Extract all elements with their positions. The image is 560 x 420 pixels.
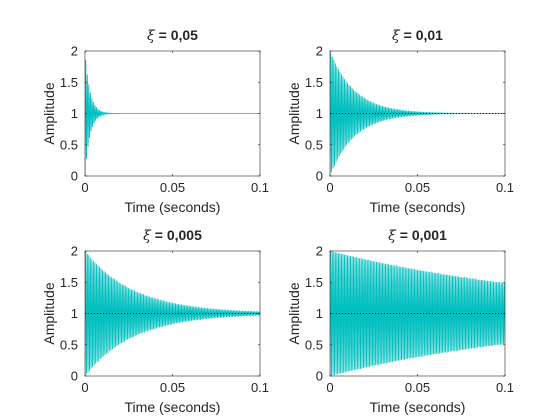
title-value: = 0,001 xyxy=(396,227,447,243)
x-tick-label: 0 xyxy=(326,380,333,395)
x-tick-label: 0 xyxy=(81,180,88,195)
x-tick-label: 0.1 xyxy=(496,180,514,195)
y-tick-label: 1.5 xyxy=(305,75,323,90)
xi-symbol: ξ xyxy=(392,28,401,44)
xi-symbol: ξ xyxy=(143,228,152,244)
y-tick-label: 0 xyxy=(316,369,323,384)
y-tick-label: 2 xyxy=(71,244,78,259)
x-tick-label: 0.05 xyxy=(405,180,430,195)
x-tick-label: 0.05 xyxy=(405,380,430,395)
y-axis-label: Amplitude xyxy=(41,282,57,344)
y-tick-label: 0 xyxy=(316,169,323,184)
title-value: = 0,005 xyxy=(151,227,202,243)
title-value: = 0,01 xyxy=(400,27,443,43)
y-tick-label: 0.5 xyxy=(305,337,323,352)
subplot-title: ξ = 0,01 xyxy=(392,27,443,44)
subplot-title: ξ = 0,005 xyxy=(143,227,202,244)
subplot-1: ξ = 0,05 0 0.05 0.1 0 0.5 1 1.5 2 Time (seconds) A… xyxy=(41,27,269,215)
x-tick-label: 0.1 xyxy=(251,380,269,395)
y-axis-label: Amplitude xyxy=(286,82,302,144)
x-tick-label: 0.05 xyxy=(160,380,185,395)
y-tick-label: 1 xyxy=(71,306,78,321)
x-axis-label: Time (seconds) xyxy=(370,399,466,415)
x-tick-label: 0 xyxy=(81,380,88,395)
y-tick-label: 2 xyxy=(316,244,323,259)
xi-symbol: ξ xyxy=(147,28,156,44)
response-series-line xyxy=(85,60,260,176)
x-axis-label: Time (seconds) xyxy=(125,399,221,415)
x-tick-label: 0 xyxy=(326,180,333,195)
x-tick-label: 0.05 xyxy=(160,180,185,195)
y-tick-label: 1.5 xyxy=(305,275,323,290)
x-axis-label: Time (seconds) xyxy=(370,199,466,215)
subplot-3: ξ = 0,005 0 0.05 0.1 0 0.5 1 1.5 2 Time (seconds)… xyxy=(41,227,269,415)
x-axis-label: Time (seconds) xyxy=(125,199,221,215)
y-tick-label: 1 xyxy=(316,106,323,121)
response-series-line xyxy=(330,251,505,376)
x-tick-label: 0.1 xyxy=(496,380,514,395)
y-tick-label: 0 xyxy=(71,169,78,184)
y-tick-label: 1 xyxy=(316,306,323,321)
subplot-title: ξ = 0,001 xyxy=(388,227,447,244)
title-value: = 0,05 xyxy=(155,27,198,43)
subplot-4: ξ = 0,001 0 0.05 0.1 0 0.5 1 1.5 2 Time (seconds)… xyxy=(286,227,514,415)
response-series-line xyxy=(85,251,260,376)
subplot-2: ξ = 0,01 0 0.05 0.1 0 0.5 1 1.5 2 Time (seconds) A… xyxy=(286,27,514,215)
y-axis-label: Amplitude xyxy=(41,82,57,144)
subplot-title: ξ = 0,05 xyxy=(147,27,198,44)
y-tick-label: 1 xyxy=(71,106,78,121)
y-axis-label: Amplitude xyxy=(286,282,302,344)
response-series-line xyxy=(330,52,505,176)
y-tick-label: 1.5 xyxy=(60,275,78,290)
y-tick-label: 0.5 xyxy=(60,137,78,152)
y-tick-label: 0.5 xyxy=(305,137,323,152)
y-tick-label: 0.5 xyxy=(60,337,78,352)
y-tick-label: 0 xyxy=(71,369,78,384)
y-tick-label: 2 xyxy=(316,44,323,59)
y-tick-label: 2 xyxy=(71,44,78,59)
xi-symbol: ξ xyxy=(388,228,397,244)
y-tick-label: 1.5 xyxy=(60,75,78,90)
x-tick-label: 0.1 xyxy=(251,180,269,195)
